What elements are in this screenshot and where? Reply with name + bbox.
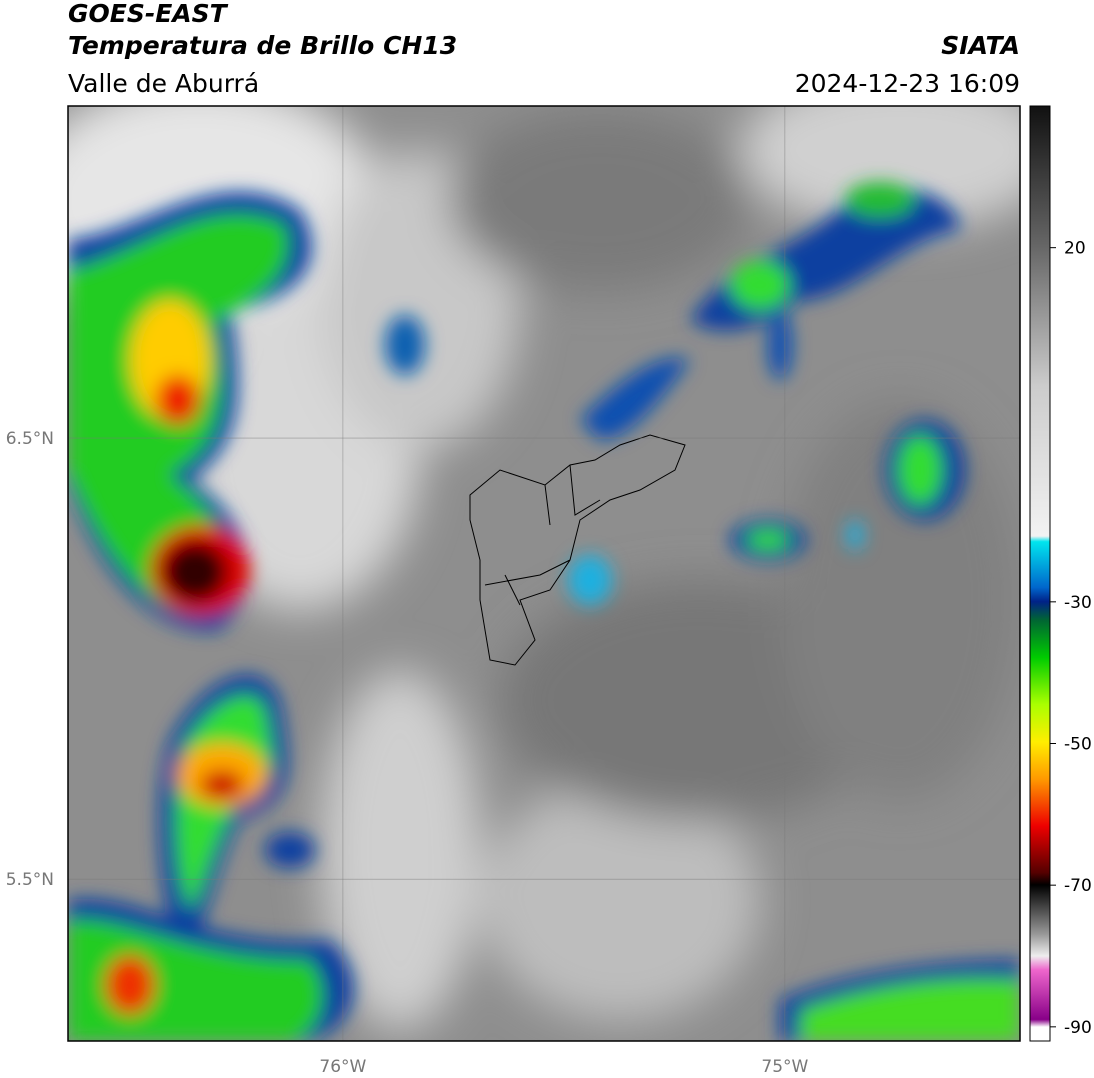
colorbar-tick-label: -50 [1064,735,1092,755]
grid [68,106,1020,1041]
colorbar-tick-label: -70 [1064,876,1092,896]
title: GOES-EAST [68,0,229,28]
region: Valle de Aburrá [68,69,259,98]
source: SIATA [941,31,1020,60]
y-tick-label: 6.5°N [6,429,54,449]
x-tick-label: 76°W [319,1057,366,1077]
valley-boundary [469,434,686,666]
y-tick-label: 5.5°N [6,870,54,890]
colorbar [1029,105,1051,1042]
satellite-image [68,106,1020,1041]
timestamp: 2024-12-23 16:09 [795,69,1020,98]
colorbar-tick-label: -30 [1064,593,1092,613]
x-tick-label: 75°W [761,1057,808,1077]
colorbar-tick-label: -90 [1064,1018,1092,1038]
colorbar-tick-label: 20 [1064,239,1086,259]
map-frame [67,105,1021,1042]
subtitle: Temperatura de Brillo CH13 [68,31,457,60]
